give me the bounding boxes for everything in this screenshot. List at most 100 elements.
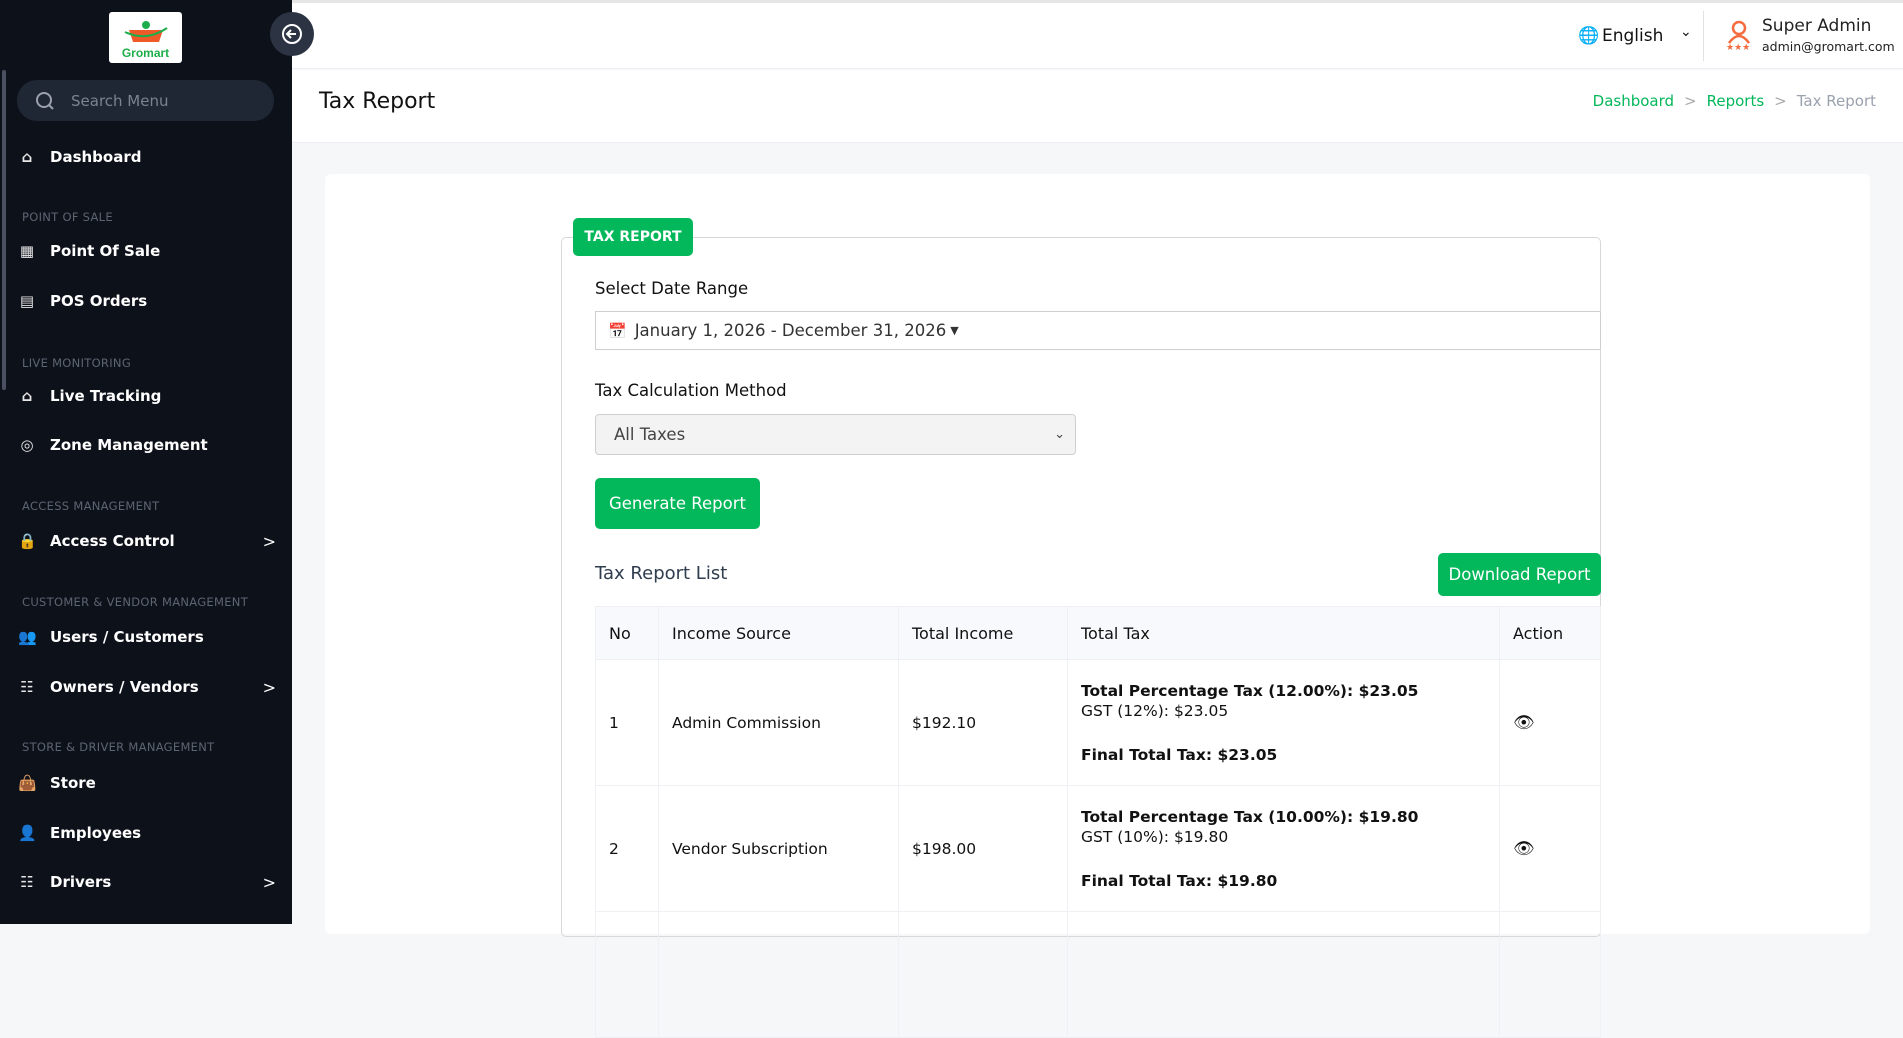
user-name: Super Admin	[1762, 16, 1872, 36]
id-card-icon: ☷	[20, 873, 34, 891]
globe-icon: 🌐	[1578, 26, 1600, 46]
table-row: 2 Vendor Subscription $198.00 Total Perc…	[595, 785, 1601, 912]
chevron-right-icon: >	[262, 531, 276, 551]
user-icon: 👤	[18, 824, 37, 842]
divider	[1703, 11, 1704, 61]
calendar-icon: 📅	[608, 321, 627, 340]
user-email: admin@gromart.com	[1762, 39, 1895, 54]
sidebar-item-zone-management[interactable]: ◎ Zone Management	[18, 425, 280, 465]
chevron-down-icon: ⌄	[1054, 427, 1065, 442]
row-no: 1	[595, 659, 659, 786]
row-total-tax: Total Percentage Tax (10.00%): $19.80 GST…	[1067, 785, 1500, 912]
tracking-icon: ⌂	[21, 387, 33, 405]
generate-report-button[interactable]: Generate Report	[595, 478, 760, 529]
sidebar-section-label: ACCESS MANAGEMENT	[22, 499, 160, 513]
download-report-button[interactable]: Download Report	[1438, 553, 1601, 596]
sidebar-item-dashboard[interactable]: ⌂ Dashboard	[18, 137, 280, 177]
chevron-right-icon: >	[262, 872, 276, 892]
search-icon	[36, 91, 54, 110]
sidebar-item-label: Drivers	[50, 873, 112, 891]
sidebar-item-store[interactable]: 👜 Store	[18, 763, 280, 803]
basket-logo-icon	[124, 21, 168, 42]
chevron-down-icon[interactable]: ⌄	[1680, 24, 1692, 40]
column-header-total-tax: Total Tax	[1067, 606, 1500, 660]
tax-method-select[interactable]: All Taxes ⌄	[595, 414, 1076, 455]
tax-method-value: All Taxes	[614, 425, 686, 444]
search-placeholder: Search Menu	[71, 91, 169, 110]
sidebar-item-drivers[interactable]: ☷ Drivers >	[18, 862, 280, 902]
language-select[interactable]: English	[1602, 26, 1664, 46]
gst-tax: GST (12%): $23.05	[1081, 701, 1229, 720]
sidebar-item-label: Live Tracking	[50, 387, 162, 405]
row-total-income: $198.00	[898, 785, 1068, 912]
row-action: 👁	[1499, 785, 1601, 912]
table-header-row: No Income Source Total Income Total Tax …	[595, 606, 1601, 660]
sidebar-item-access-control[interactable]: 🔒 Access Control >	[18, 521, 280, 561]
column-header-action: Action	[1499, 606, 1601, 660]
tax-method-label: Tax Calculation Method	[595, 381, 787, 400]
sidebar-item-point-of-sale[interactable]: ▦ Point Of Sale	[18, 231, 280, 271]
sidebar-item-label: Point Of Sale	[50, 242, 161, 260]
gst-tax: GST (10%): $19.80	[1081, 827, 1229, 846]
collapse-sidebar-button[interactable]	[270, 12, 314, 56]
final-total-tax: Final Total Tax: $23.05	[1081, 745, 1278, 764]
row-income-source: Admin Commission	[658, 659, 899, 786]
sidebar-item-label: Dashboard	[50, 148, 142, 166]
sidebar-section-label: CUSTOMER & VENDOR MANAGEMENT	[22, 595, 249, 609]
sidebar-scrollbar[interactable]	[2, 70, 6, 390]
sidebar-item-label: Access Control	[50, 532, 175, 550]
sidebar-section-label: LIVE MONITORING	[22, 356, 132, 370]
row-no: 2	[595, 785, 659, 912]
breadcrumb-dashboard[interactable]: Dashboard	[1592, 92, 1675, 110]
row-action: 👁	[1499, 659, 1601, 786]
sidebar-item-pos-orders[interactable]: ▤ POS Orders	[18, 281, 280, 321]
page-title-bar: Tax Report Dashboard > Reports > Tax Rep…	[292, 70, 1903, 143]
page-title: Tax Report	[319, 89, 436, 114]
location-icon: ◎	[20, 436, 34, 454]
top-header: 🌐 English ⌄ ★★★ Super Admin admin@gromar…	[292, 3, 1903, 69]
sidebar-section-label: POINT OF SALE	[22, 210, 113, 224]
id-card-icon: ☷	[20, 678, 34, 696]
top-border	[0, 0, 1903, 3]
percentage-tax: Total Percentage Tax (12.00%): $23.05	[1081, 681, 1419, 700]
sidebar-item-employees[interactable]: 👤 Employees	[18, 813, 280, 853]
column-header-no: No	[595, 606, 659, 660]
search-menu-input[interactable]: Search Menu	[17, 80, 274, 121]
logo-text: Gromart	[121, 46, 170, 60]
logo[interactable]: Gromart	[109, 12, 182, 63]
table-row	[595, 911, 1601, 1038]
date-range-value: January 1, 2026 - December 31, 2026	[634, 321, 947, 340]
sidebar: Gromart Search Menu ⌂ Dashboard POINT OF S…	[0, 0, 292, 924]
svg-text:★★★: ★★★	[1726, 43, 1750, 51]
sidebar-item-label: POS Orders	[50, 292, 148, 310]
sidebar-item-label: Zone Management	[50, 436, 208, 454]
receipt-icon: ▤	[19, 292, 35, 310]
lock-icon: 🔒	[18, 532, 37, 550]
sidebar-item-live-tracking[interactable]: ⌂ Live Tracking	[18, 376, 280, 416]
eye-icon[interactable]: 👁	[1513, 838, 1535, 859]
sidebar-item-owners-vendors[interactable]: ☷ Owners / Vendors >	[18, 667, 280, 707]
row-total-tax: Total Percentage Tax (12.00%): $23.05 GST…	[1067, 659, 1500, 786]
tax-report-list-title: Tax Report List	[595, 563, 728, 584]
column-header-total-income: Total Income	[898, 606, 1068, 660]
admin-avatar-icon[interactable]: ★★★	[1724, 19, 1754, 51]
sidebar-item-users-customers[interactable]: 👥 Users / Customers	[18, 617, 280, 657]
chevron-right-icon: >	[262, 677, 276, 697]
fieldset-legend: TAX REPORT	[573, 218, 693, 256]
sidebar-item-label: Owners / Vendors	[50, 678, 199, 696]
row-total-income: $192.10	[898, 659, 1068, 786]
sidebar-item-label: Employees	[50, 824, 142, 842]
home-icon: ⌂	[21, 148, 33, 166]
breadcrumb: Dashboard > Reports > Tax Report	[1593, 92, 1876, 110]
breadcrumb-reports[interactable]: Reports	[1706, 92, 1765, 110]
date-range-picker[interactable]: 📅 January 1, 2026 - December 31, 2026 ▼	[595, 311, 1601, 350]
tax-report-table: No Income Source Total Income Total Tax …	[595, 606, 1601, 1038]
sidebar-item-label: Users / Customers	[50, 628, 204, 646]
breadcrumb-separator: >	[1774, 92, 1787, 110]
column-header-income-source: Income Source	[658, 606, 899, 660]
date-range-label: Select Date Range	[595, 279, 749, 298]
breadcrumb-current: Tax Report	[1796, 92, 1876, 110]
calculator-icon: ▦	[19, 242, 35, 260]
eye-icon[interactable]: 👁	[1513, 712, 1535, 733]
table-row: 1 Admin Commission $192.10 Total Percent…	[595, 659, 1601, 786]
